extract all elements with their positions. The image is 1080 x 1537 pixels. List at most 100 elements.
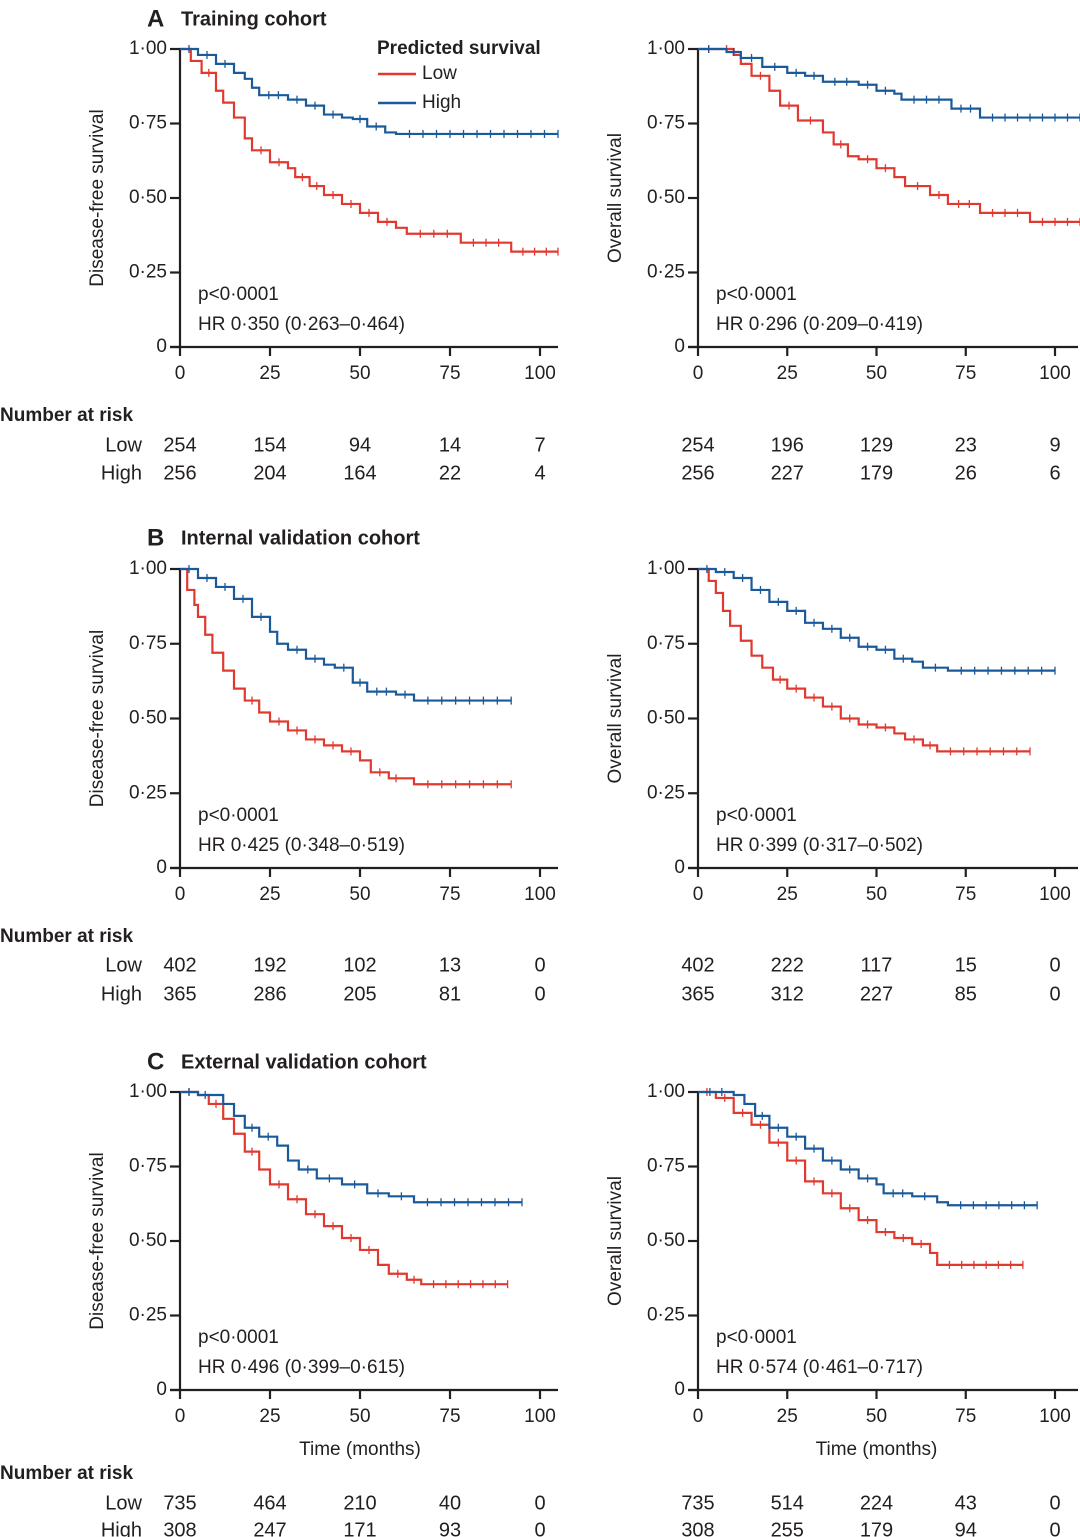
risk-value-low: 23 <box>955 434 977 456</box>
y-tick-label: 0·25 <box>129 782 167 803</box>
hazard-ratio: HR 0·350 (0·263–0·464) <box>198 314 405 335</box>
risk-row-label-low: Low <box>105 1492 142 1514</box>
x-tick-label: 75 <box>955 1406 976 1427</box>
x-tick-label: 75 <box>955 884 976 905</box>
x-tick-label: 100 <box>1039 884 1071 905</box>
x-tick-label: 50 <box>349 363 370 384</box>
hazard-ratio: HR 0·296 (0·209–0·419) <box>716 314 923 335</box>
y-tick-label: 0·75 <box>129 1156 167 1177</box>
legend-label-low: Low <box>422 63 457 84</box>
panel-B-dfs: B Internal validation cohort 0 0·25 0·50 0·75… <box>0 524 558 1005</box>
risk-value-low: 7 <box>534 434 545 456</box>
legend-title: Predicted survival <box>377 38 541 59</box>
y-tick-label: 0 <box>156 1379 167 1400</box>
y-tick-label: 0·50 <box>647 187 685 208</box>
risk-value-low: 464 <box>253 1492 286 1514</box>
risk-value-low: 224 <box>860 1492 893 1514</box>
series-low <box>180 1088 509 1289</box>
x-axis-label: Time (months) <box>299 1439 421 1460</box>
risk-value-low: 222 <box>771 954 804 976</box>
y-tick-label: 0·50 <box>647 708 685 729</box>
series-low <box>180 47 559 256</box>
risk-value-low: 0 <box>534 1492 545 1514</box>
risk-value-high: 308 <box>681 1519 714 1537</box>
y-tick-label: 1·00 <box>647 38 685 59</box>
x-tick-label: 25 <box>259 884 280 905</box>
x-tick-label: 50 <box>866 884 887 905</box>
series-high <box>180 565 512 705</box>
y-tick-label: 0·25 <box>647 782 685 803</box>
panel-letter: C <box>147 1048 164 1075</box>
risk-value-high: 85 <box>955 983 977 1005</box>
x-tick-label: 100 <box>1039 1406 1071 1427</box>
risk-value-low: 0 <box>1049 1492 1060 1514</box>
series-high <box>180 45 559 138</box>
km-curve-low <box>698 47 1080 223</box>
panel-title: Internal validation cohort <box>181 527 420 549</box>
p-value: p<0·0001 <box>198 284 279 305</box>
risk-value-high: 93 <box>439 1519 461 1537</box>
km-curve-low <box>698 567 1031 753</box>
risk-value-high: 204 <box>253 462 286 484</box>
y-tick-label: 0·75 <box>647 113 685 134</box>
risk-value-low: 192 <box>253 954 286 976</box>
x-tick-label: 0 <box>693 1406 704 1427</box>
y-tick-label: 0 <box>156 857 167 878</box>
x-axis-label: Time (months) <box>816 1439 938 1460</box>
y-tick-label: 0·75 <box>647 1156 685 1177</box>
risk-value-low: 402 <box>163 954 196 976</box>
y-tick-label: 1·00 <box>129 1081 167 1102</box>
risk-value-low: 15 <box>955 954 977 976</box>
x-tick-label: 75 <box>439 884 460 905</box>
series-low <box>698 1088 1024 1269</box>
risk-value-high: 22 <box>439 462 461 484</box>
y-tick-label: 0 <box>674 857 685 878</box>
y-tick-label: 0 <box>674 1379 685 1400</box>
risk-value-low: 210 <box>343 1492 376 1514</box>
panel-C-dfs: C External validation cohort 0 0·25 0·50 0·75… <box>0 1048 558 1537</box>
risk-value-high: 256 <box>681 462 714 484</box>
x-tick-label: 100 <box>1039 363 1071 384</box>
p-value: p<0·0001 <box>716 805 797 826</box>
risk-value-high: 81 <box>439 983 461 1005</box>
risk-value-high: 4 <box>534 462 545 484</box>
risk-value-high: 0 <box>534 1519 545 1537</box>
km-curve-low <box>180 47 558 253</box>
risk-row-label-low: Low <box>105 954 142 976</box>
number-at-risk-header: Number at risk <box>0 926 133 947</box>
risk-value-low: 254 <box>681 434 714 456</box>
y-tick-label: 1·00 <box>647 558 685 579</box>
x-tick-label: 75 <box>439 363 460 384</box>
y-tick-label: 0·75 <box>647 633 685 654</box>
risk-value-high: 6 <box>1049 462 1060 484</box>
x-tick-label: 0 <box>175 884 186 905</box>
number-at-risk-header: Number at risk <box>0 1463 133 1484</box>
y-tick-label: 0·50 <box>129 1230 167 1251</box>
y-tick-label: 0·50 <box>647 1230 685 1251</box>
x-tick-label: 25 <box>777 1406 798 1427</box>
km-curve-high <box>698 1090 1038 1207</box>
risk-value-high: 179 <box>860 462 893 484</box>
p-value: p<0·0001 <box>198 1327 279 1348</box>
y-tick-label: 0 <box>156 336 167 357</box>
x-tick-label: 25 <box>777 363 798 384</box>
y-tick-label: 0 <box>674 336 685 357</box>
x-tick-label: 25 <box>259 363 280 384</box>
risk-value-high: 179 <box>860 1519 893 1537</box>
risk-value-high: 312 <box>771 983 804 1005</box>
x-tick-label: 50 <box>349 1406 370 1427</box>
risk-value-low: 43 <box>955 1492 977 1514</box>
x-tick-label: 100 <box>524 1406 556 1427</box>
km-curve-high <box>180 1090 522 1204</box>
risk-value-high: 365 <box>681 983 714 1005</box>
hazard-ratio: HR 0·496 (0·399–0·615) <box>198 1357 405 1378</box>
km-curve-high <box>180 567 512 702</box>
risk-value-high: 227 <box>860 983 893 1005</box>
risk-value-high: 256 <box>163 462 196 484</box>
risk-value-low: 94 <box>349 434 371 456</box>
y-axis-label: Overall survival <box>605 654 626 784</box>
risk-value-low: 14 <box>439 434 461 456</box>
risk-value-low: 514 <box>771 1492 804 1514</box>
y-tick-label: 0·25 <box>647 1305 685 1326</box>
